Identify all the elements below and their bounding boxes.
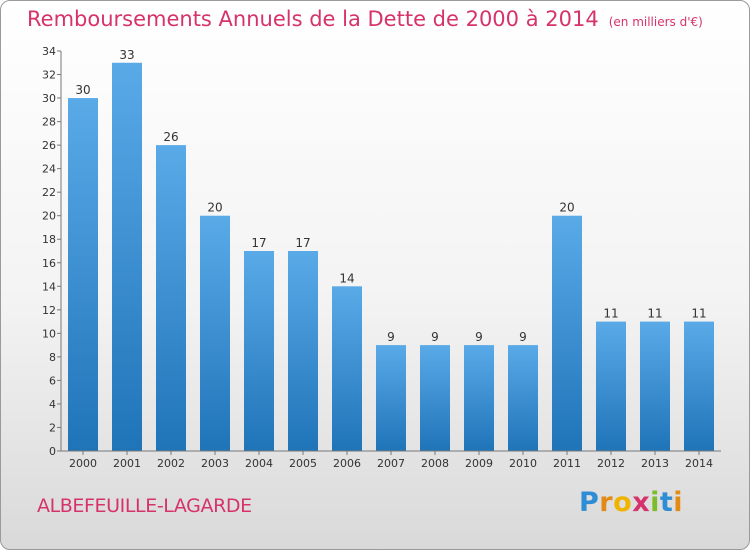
logo-letter: o [613, 487, 633, 518]
y-tick-label-26: 26 [42, 139, 56, 152]
x-tick-label-2014: 2014 [685, 457, 713, 470]
x-tick-label-2002: 2002 [157, 457, 185, 470]
logo-letter: r [599, 487, 614, 518]
y-tick-label-0: 0 [49, 445, 56, 458]
value-label-2011: 20 [559, 201, 574, 215]
logo-letter: i [650, 487, 660, 518]
value-label-2007: 9 [387, 330, 395, 344]
y-tick-label-16: 16 [42, 257, 56, 270]
logo-letter: x [632, 487, 651, 518]
y-tick-label-30: 30 [42, 92, 56, 105]
y-tick-label-22: 22 [42, 186, 56, 199]
value-label-2000: 30 [75, 83, 90, 97]
y-tick-label-8: 8 [49, 351, 56, 364]
bar-2005 [288, 251, 318, 451]
y-tick-label-2: 2 [49, 421, 56, 434]
bar-2002 [156, 145, 186, 451]
x-tick-label-2004: 2004 [245, 457, 273, 470]
value-label-2014: 11 [691, 307, 706, 321]
y-tick-label-32: 32 [42, 69, 56, 82]
y-tick-label-24: 24 [42, 163, 56, 176]
x-tick-label-2011: 2011 [553, 457, 581, 470]
y-tick-label-12: 12 [42, 304, 56, 317]
x-tick-label-2006: 2006 [333, 457, 361, 470]
value-label-2005: 17 [295, 236, 310, 250]
y-tick-label-34: 34 [42, 45, 56, 58]
logo-letter: t [659, 487, 674, 518]
bar-2007 [376, 345, 406, 451]
bar-2009 [464, 345, 494, 451]
x-tick-label-2005: 2005 [289, 457, 317, 470]
value-label-2010: 9 [519, 330, 527, 344]
y-tick-label-14: 14 [42, 280, 56, 293]
bar-2006 [332, 286, 362, 451]
bar-2003 [200, 215, 230, 451]
y-tick-label-10: 10 [42, 327, 56, 340]
value-label-2009: 9 [475, 330, 483, 344]
x-tick-label-2013: 2013 [641, 457, 669, 470]
chart-title: Remboursements Annuels de la Dette de 20… [27, 7, 599, 31]
chart-subtitle: (en milliers d'€) [608, 15, 703, 29]
x-tick-label-2003: 2003 [201, 457, 229, 470]
y-tick-label-28: 28 [42, 116, 56, 129]
proxiti-logo: Proxiti [579, 487, 683, 518]
commune-name: ALBEFEUILLE-LAGARDE [37, 495, 252, 517]
bar-2010 [508, 345, 538, 451]
bar-2012 [596, 321, 626, 451]
bar-2004 [244, 251, 274, 451]
x-tick-label-2001: 2001 [113, 457, 141, 470]
y-tick-label-6: 6 [49, 374, 56, 387]
value-label-2012: 11 [603, 307, 618, 321]
value-label-2001: 33 [119, 48, 134, 62]
x-tick-label-2009: 2009 [465, 457, 493, 470]
bar-2011 [552, 215, 582, 451]
value-label-2013: 11 [647, 307, 662, 321]
y-tick-label-18: 18 [42, 233, 56, 246]
x-tick-label-2010: 2010 [509, 457, 537, 470]
bar-2013 [640, 321, 670, 451]
chart-title-block: Remboursements Annuels de la Dette de 20… [27, 7, 703, 31]
value-label-2004: 17 [251, 236, 266, 250]
x-tick-label-2012: 2012 [597, 457, 625, 470]
bar-2001 [112, 62, 142, 451]
value-label-2006: 14 [339, 271, 354, 285]
value-label-2003: 20 [207, 201, 222, 215]
y-tick-label-20: 20 [42, 210, 56, 223]
bar-2008 [420, 345, 450, 451]
x-tick-label-2008: 2008 [421, 457, 449, 470]
bar-2014 [684, 321, 714, 451]
x-tick-label-2007: 2007 [377, 457, 405, 470]
logo-letter: P [579, 487, 600, 518]
logo-letter: i [673, 487, 684, 518]
x-tick-label-2000: 2000 [69, 457, 97, 470]
y-tick-label-4: 4 [49, 398, 56, 411]
value-label-2002: 26 [163, 130, 178, 144]
bar-2000 [68, 98, 98, 451]
value-label-2008: 9 [431, 330, 439, 344]
